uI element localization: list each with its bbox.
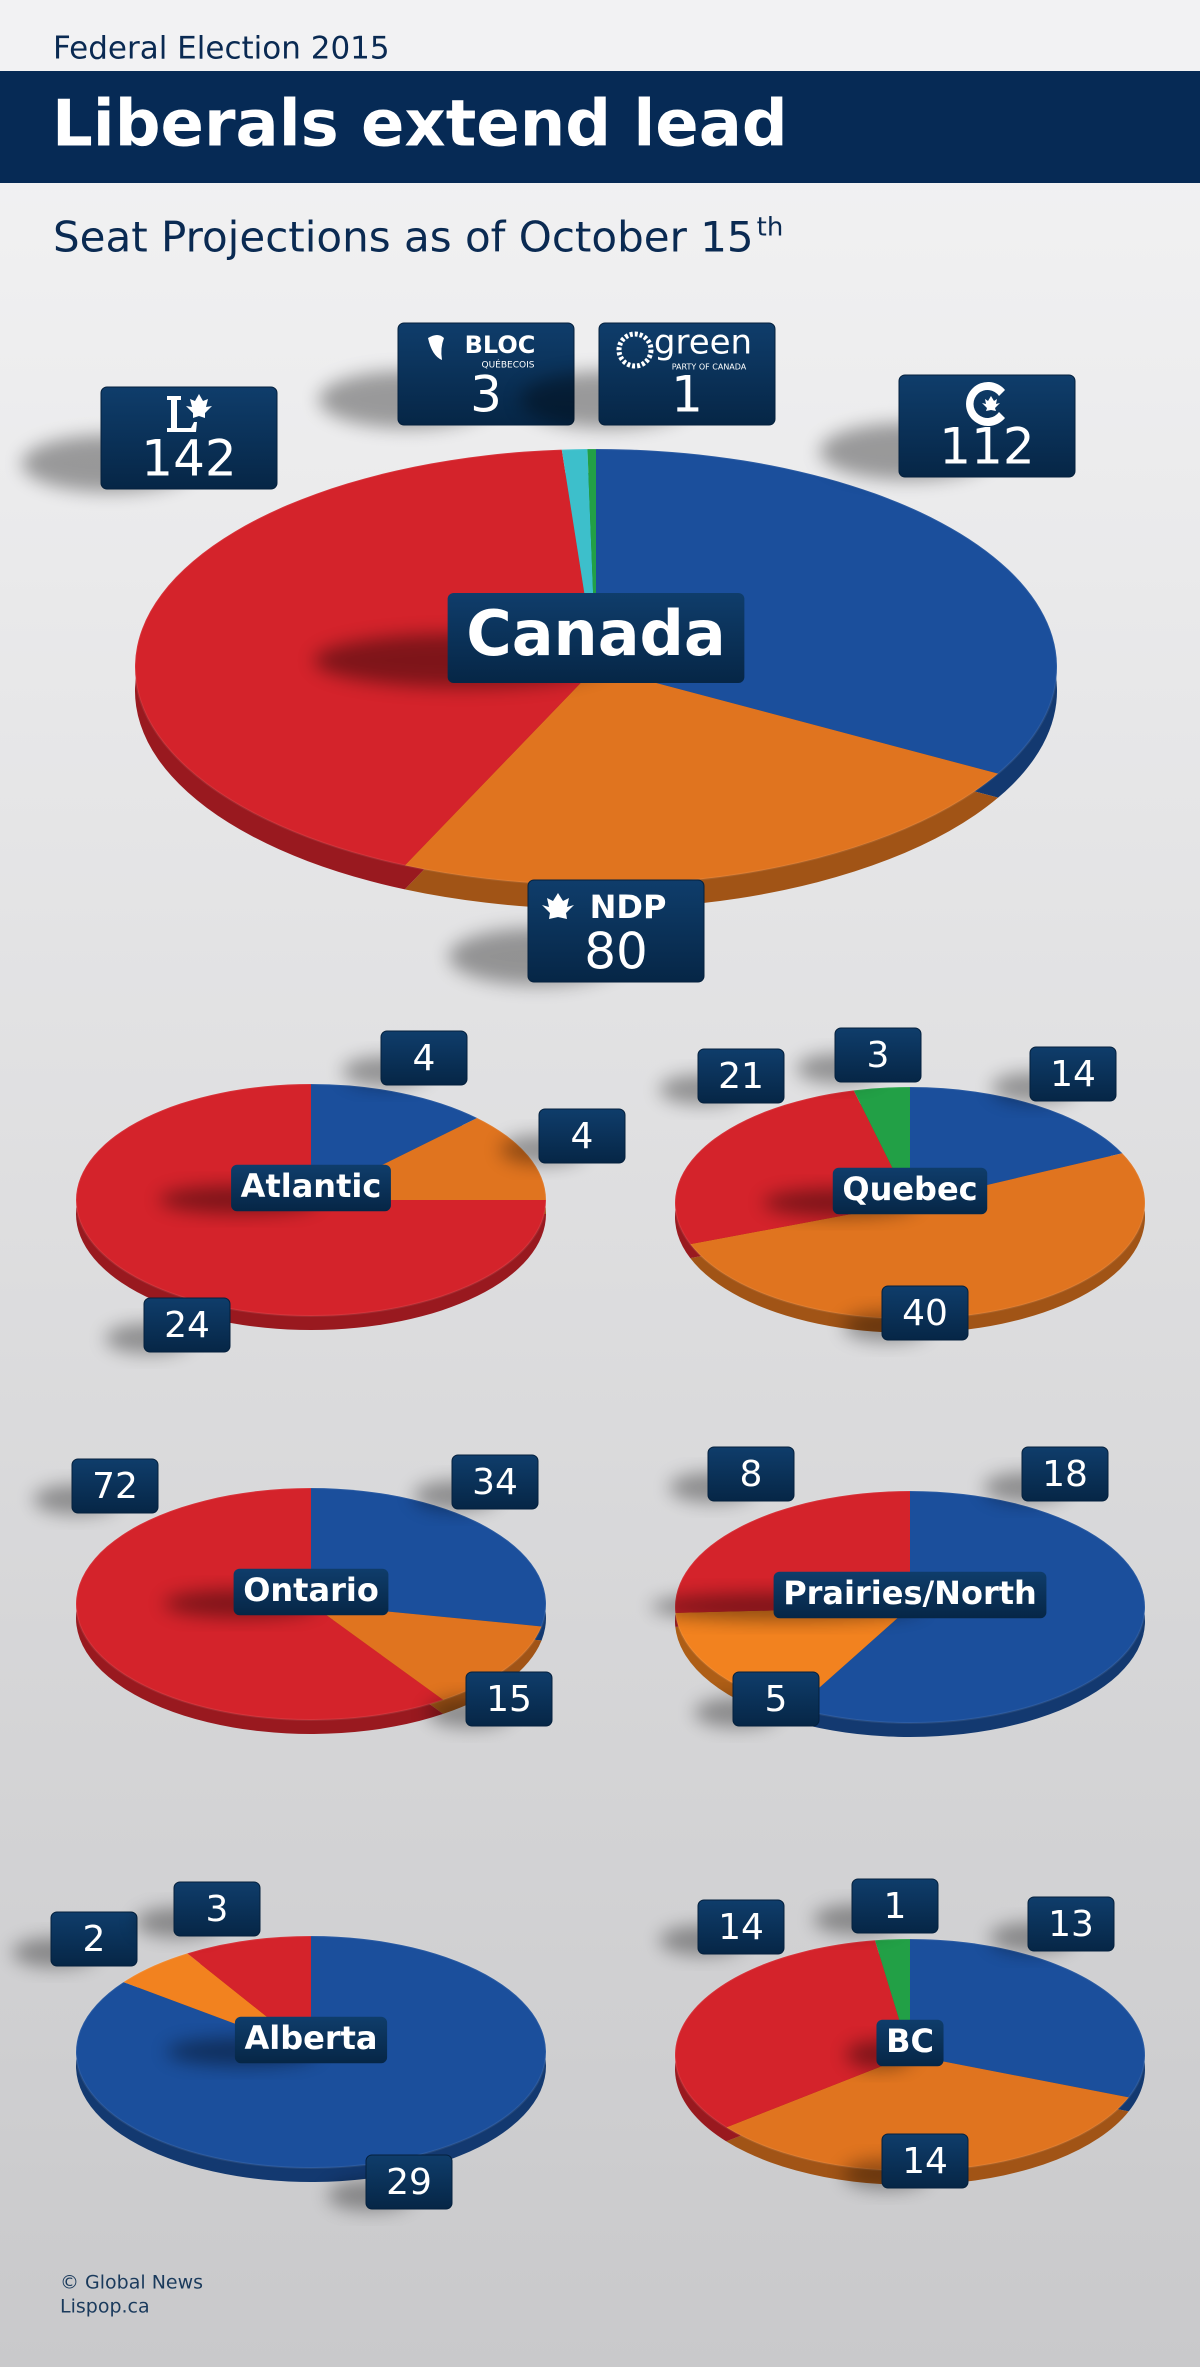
region-name: Atlantic [241, 1167, 382, 1205]
subtitle: Seat Projections as of October 15 [53, 213, 754, 262]
region-box [876, 2019, 944, 2067]
label-box [851, 1878, 939, 1934]
label-box [71, 1458, 159, 1514]
region-box [233, 1568, 389, 1616]
value-label: 112 [939, 418, 1034, 476]
value-label: 24 [164, 1305, 210, 1346]
subtitle-sup: th [757, 213, 784, 243]
logo-text: NDP [590, 888, 667, 926]
value-label: 4 [571, 1116, 594, 1157]
value-label: 8 [740, 1454, 763, 1495]
logo-mark [966, 381, 1005, 426]
value-label: 14 [718, 1907, 764, 1948]
value-label: 29 [386, 2162, 432, 2203]
value-label: 1 [884, 1886, 907, 1927]
pie-slice [596, 449, 1057, 774]
label-box [1029, 1046, 1117, 1102]
region-box [832, 1167, 988, 1215]
pie-slice [690, 1153, 1145, 1319]
value-label: 3 [470, 366, 502, 424]
value-label: 72 [92, 1466, 138, 1507]
label-box [100, 386, 278, 490]
value-label: 40 [902, 1293, 948, 1334]
value-label: 2 [83, 1919, 106, 1960]
label-box [697, 1899, 785, 1955]
label-box [732, 1671, 820, 1727]
logo-mark [542, 893, 574, 919]
pie-sheen [75, 1083, 547, 1317]
label-box [465, 1671, 553, 1727]
label-box [881, 2133, 969, 2189]
logo-mark [428, 335, 444, 360]
label-box [538, 1108, 626, 1164]
pie-sheen [75, 1935, 547, 2169]
label-box [143, 1297, 231, 1353]
logo-mark [616, 331, 654, 369]
top-band [0, 0, 1200, 71]
label-box [173, 1881, 261, 1937]
pie-slice [726, 2055, 1129, 2171]
logo-text: QUÉBECOIS [482, 359, 535, 371]
label-box [1027, 1896, 1115, 1952]
label-box [898, 374, 1076, 478]
label-box [50, 1911, 138, 1967]
label-box [451, 1454, 539, 1510]
region-name: Ontario [243, 1571, 379, 1609]
value-label: 1 [671, 366, 703, 424]
kicker: Federal Election 2015 [53, 31, 390, 67]
region-box [231, 1164, 391, 1212]
value-label: 18 [1042, 1454, 1088, 1495]
label-box [598, 322, 776, 426]
region-name: Prairies/North [783, 1574, 1037, 1612]
region-name: Quebec [842, 1170, 977, 1208]
label-box [527, 879, 705, 983]
label-box [380, 1030, 468, 1086]
value-label: 14 [1050, 1054, 1096, 1095]
value-label: 21 [718, 1056, 764, 1097]
region-name: Canada [466, 597, 726, 670]
value-label: 13 [1048, 1904, 1094, 1945]
value-label: 4 [413, 1038, 436, 1079]
label-box [1021, 1446, 1109, 1502]
value-label: 142 [141, 430, 236, 488]
logo-text: PARTY OF CANADA [672, 363, 747, 372]
label-box [881, 1285, 969, 1341]
label-box [365, 2154, 453, 2210]
logo-text: BLOC [465, 331, 536, 359]
value-label: 15 [486, 1679, 532, 1720]
value-label: 80 [584, 923, 648, 981]
value-label: 5 [765, 1679, 788, 1720]
value-label: 34 [472, 1462, 518, 1503]
region-box [234, 2016, 388, 2064]
value-label: 3 [206, 1889, 229, 1930]
headline: Liberals extend lead [52, 88, 788, 162]
value-label: 3 [867, 1035, 890, 1076]
label-box [834, 1027, 922, 1083]
logo-mark [167, 394, 212, 432]
credit: © Global News [60, 2272, 203, 2294]
value-label: 14 [902, 2141, 948, 2182]
region-box [447, 593, 745, 683]
source: Lispop.ca [60, 2296, 150, 2318]
region-box [773, 1571, 1047, 1619]
pie-slice [675, 1940, 910, 2128]
title-band [0, 71, 1200, 183]
logo-text: green [654, 323, 752, 363]
region-name: BC [886, 2022, 934, 2060]
label-box [697, 1048, 785, 1104]
label-box [707, 1446, 795, 1502]
region-name: Alberta [244, 2019, 377, 2057]
pie-slice [910, 1939, 1146, 2098]
pie-sheen [75, 1487, 547, 1721]
pie-slice [404, 667, 999, 885]
